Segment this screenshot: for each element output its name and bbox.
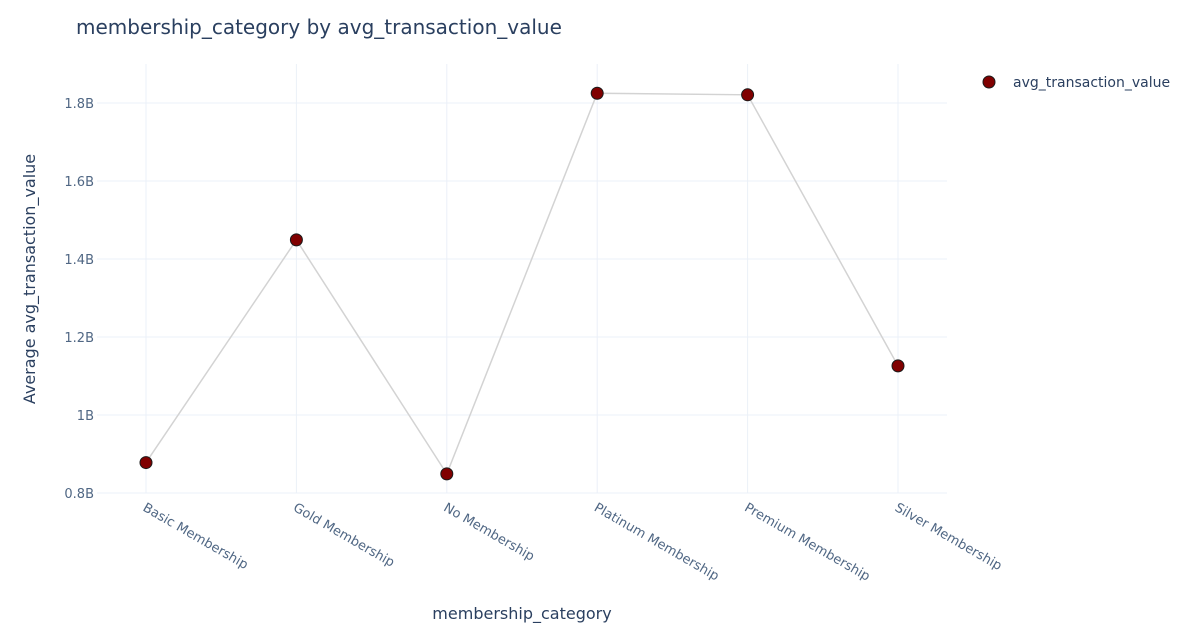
x-tick-label: Silver Membership (892, 500, 1004, 573)
y-tick-label: 1.6B (64, 175, 94, 190)
data-point[interactable] (590, 86, 604, 100)
legend-marker-icon (982, 75, 996, 89)
x-axis-ticks: Basic Membership Gold Membership No Member… (140, 500, 1004, 584)
y-tick-label: 1.8B (64, 97, 94, 112)
data-point[interactable] (440, 467, 454, 481)
data-point[interactable] (891, 359, 905, 373)
data-point[interactable] (289, 233, 303, 247)
y-tick-label: 1B (77, 409, 94, 424)
series-line (145, 92, 899, 476)
data-point[interactable] (139, 456, 153, 470)
data-markers (139, 86, 905, 481)
y-tick-label: 1.4B (64, 253, 94, 268)
x-tick-label: Gold Membership (290, 500, 397, 570)
x-tick-label: No Membership (441, 500, 537, 564)
y-tick-label: 1.2B (64, 331, 94, 346)
legend-label: avg_transaction_value (1013, 75, 1170, 91)
y-axis-ticks: 0.8B 1B 1.2B 1.4B 1.6B 1.8B (64, 97, 94, 502)
x-tick-label: Premium Membership (742, 500, 873, 584)
chart-title: membership_category by avg_transaction_v… (76, 15, 562, 39)
data-point[interactable] (741, 88, 755, 102)
y-tick-label: 0.8B (64, 487, 94, 502)
legend[interactable]: avg_transaction_value (982, 75, 1170, 91)
x-axis-title: membership_category (432, 604, 611, 624)
x-tick-label: Basic Membership (140, 500, 250, 572)
x-tick-label: Platinum Membership (591, 500, 721, 584)
y-axis-title: Average avg_transaction_value (20, 154, 40, 404)
gridlines (97, 64, 947, 494)
